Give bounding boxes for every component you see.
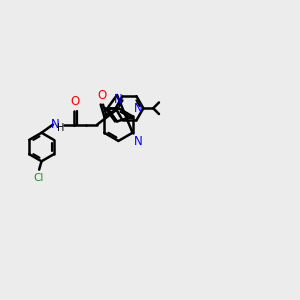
Text: O: O: [71, 95, 80, 108]
Text: N: N: [134, 102, 143, 115]
Text: H: H: [57, 123, 64, 133]
Text: O: O: [97, 88, 106, 102]
Text: N: N: [51, 118, 60, 131]
Text: N: N: [114, 94, 123, 106]
Text: N: N: [134, 134, 143, 148]
Text: Cl: Cl: [33, 172, 44, 183]
